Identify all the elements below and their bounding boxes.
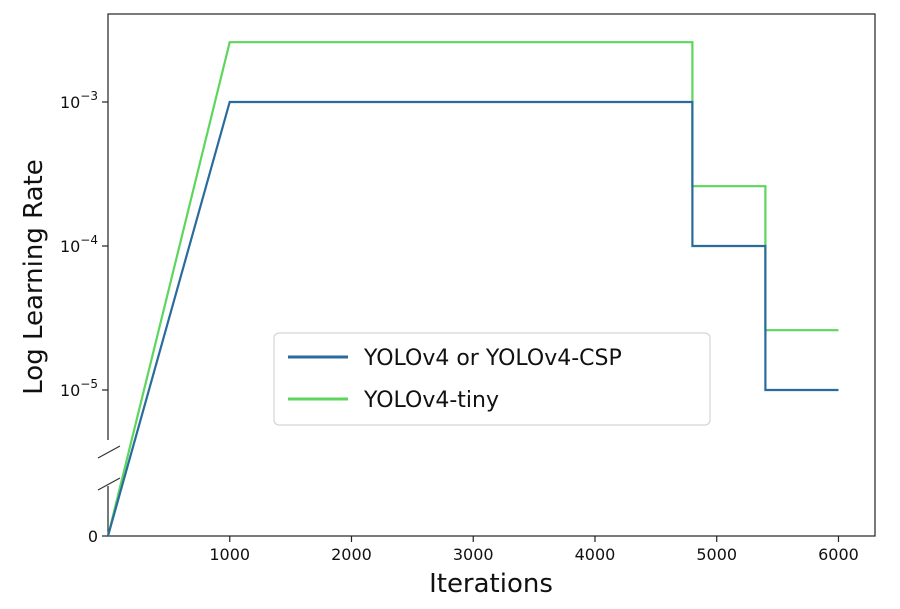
axis-break-mark-top (97, 445, 121, 459)
y-axis-ticks: 10−3 10−4 10−5 0 (60, 89, 108, 546)
legend-box (273, 332, 711, 426)
series-line (106, 41, 839, 537)
y-axis-label: Log Learning Rate (19, 159, 49, 394)
y-tick-label: 10−5 (60, 377, 98, 400)
y-tick-label: 0 (88, 527, 98, 546)
legend-label-yolov4-tiny: YOLOv4-tiny (363, 388, 499, 413)
x-tick-label: 1000 (209, 545, 250, 564)
x-tick-label: 5000 (696, 545, 737, 564)
plot-frame (107, 13, 876, 537)
y-tick-label: 10−3 (60, 89, 98, 112)
x-tick-label: 6000 (818, 545, 859, 564)
x-tick-label: 3000 (453, 545, 494, 564)
y-tick-label: 10−4 (60, 233, 98, 256)
axis-break-gap (100, 440, 116, 486)
x-tick-label: 4000 (575, 545, 616, 564)
x-tick-label: 2000 (331, 545, 372, 564)
series-line (106, 100, 839, 537)
x-axis-label: Iterations (429, 569, 553, 599)
legend: YOLOv4 or YOLOv4-CSP YOLOv4-tiny (273, 332, 711, 426)
axis-break-mark-bottom (97, 477, 121, 491)
legend-label-yolov4: YOLOv4 or YOLOv4-CSP (363, 346, 622, 371)
series-layer (106, 41, 839, 537)
x-axis-ticks: 1000 2000 3000 4000 5000 6000 (209, 536, 859, 564)
